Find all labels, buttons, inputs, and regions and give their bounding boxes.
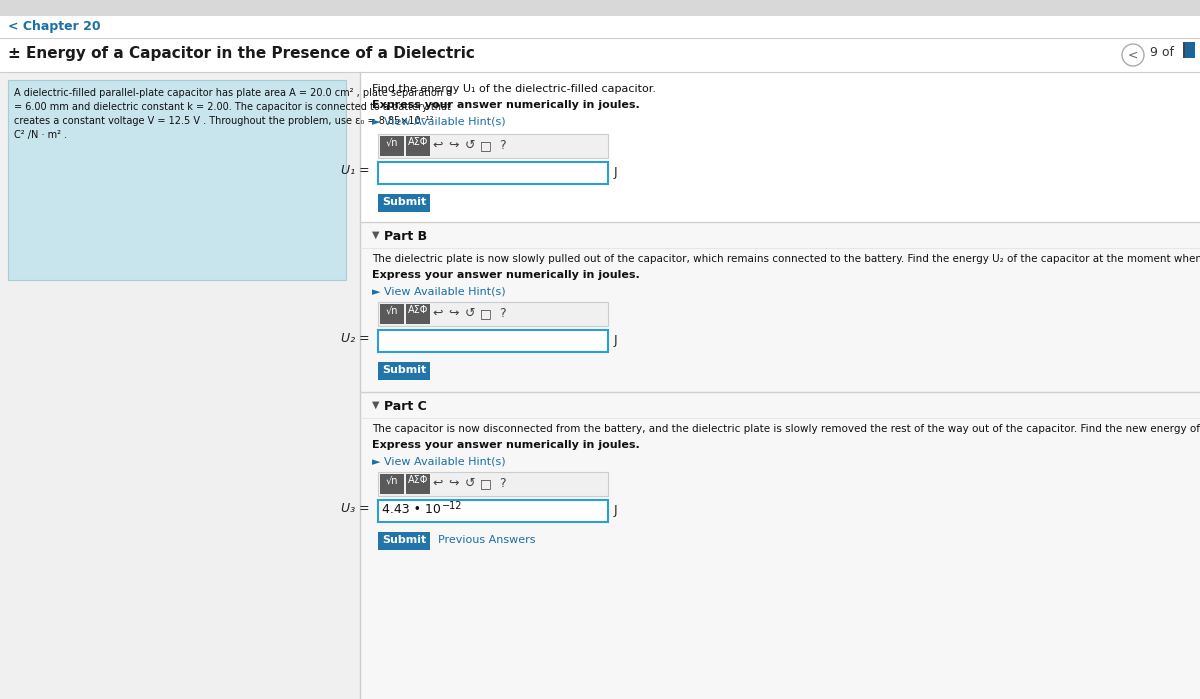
Text: <: < — [1128, 48, 1139, 62]
Text: Part B: Part B — [384, 230, 427, 243]
Text: A dielectric-filled parallel-plate capacitor has plate area A = 20.0 cm² , plate: A dielectric-filled parallel-plate capac… — [14, 88, 452, 98]
Text: ↩: ↩ — [433, 477, 443, 490]
Bar — [1186, 42, 1195, 58]
Bar — [378, 162, 608, 184]
Text: ?: ? — [499, 477, 505, 490]
Text: □: □ — [480, 307, 492, 320]
Text: Part C: Part C — [384, 400, 427, 413]
Bar — [380, 136, 404, 156]
Text: ► View Available Hint(s): ► View Available Hint(s) — [372, 286, 505, 296]
Text: U₁ =: U₁ = — [341, 164, 370, 177]
Text: ↩: ↩ — [433, 139, 443, 152]
Text: Previous Answers: Previous Answers — [438, 535, 535, 545]
Circle shape — [1122, 44, 1144, 66]
Text: < Chapter 20: < Chapter 20 — [8, 20, 101, 33]
Text: J: J — [614, 504, 618, 517]
Bar — [378, 330, 608, 352]
Bar — [378, 194, 430, 212]
Text: Find the energy U₁ of the dielectric-filled capacitor.: Find the energy U₁ of the dielectric-fil… — [372, 84, 656, 94]
Text: creates a constant voltage V = 12.5 V . Throughout the problem, use ε₀ = 8.85×10: creates a constant voltage V = 12.5 V . … — [14, 116, 433, 126]
Text: U₂ =: U₂ = — [341, 332, 370, 345]
Text: ↺: ↺ — [464, 477, 475, 490]
Text: ▼: ▼ — [372, 230, 379, 240]
Text: ΑΣΦ: ΑΣΦ — [408, 475, 428, 485]
Bar — [406, 474, 430, 494]
Bar — [8, 80, 346, 280]
Bar — [406, 304, 430, 324]
Text: √n: √n — [385, 137, 398, 147]
Text: ↪: ↪ — [449, 139, 460, 152]
Text: ?: ? — [499, 139, 505, 152]
Bar — [0, 0, 1200, 16]
Text: −12: −12 — [442, 501, 462, 511]
Bar — [0, 38, 1200, 72]
Bar — [1183, 42, 1186, 58]
Text: □: □ — [480, 477, 492, 490]
Text: √n: √n — [385, 305, 398, 315]
Bar — [380, 474, 404, 494]
Text: U₃ =: U₃ = — [341, 502, 370, 515]
Bar — [378, 362, 430, 380]
Bar — [360, 72, 1200, 699]
Text: = 6.00 mm and dielectric constant k = 2.00. The capacitor is connected to a batt: = 6.00 mm and dielectric constant k = 2.… — [14, 102, 451, 112]
Text: ?: ? — [499, 307, 505, 320]
Text: ΑΣΦ: ΑΣΦ — [408, 305, 428, 315]
Text: ± Energy of a Capacitor in the Presence of a Dielectric: ± Energy of a Capacitor in the Presence … — [8, 46, 475, 61]
Text: ▼: ▼ — [372, 400, 379, 410]
Bar — [378, 472, 608, 496]
Bar — [378, 134, 608, 158]
Text: ► View Available Hint(s): ► View Available Hint(s) — [372, 456, 505, 466]
Text: ↪: ↪ — [449, 307, 460, 320]
Text: Express your answer numerically in joules.: Express your answer numerically in joule… — [372, 270, 640, 280]
Text: ↪: ↪ — [449, 477, 460, 490]
Text: Submit: Submit — [382, 197, 426, 207]
Bar — [406, 136, 430, 156]
Text: √n: √n — [385, 475, 398, 485]
Text: J: J — [614, 166, 618, 179]
Text: ΑΣΦ: ΑΣΦ — [408, 137, 428, 147]
Text: ↺: ↺ — [464, 139, 475, 152]
Text: 9 of: 9 of — [1150, 46, 1174, 59]
Text: J: J — [614, 334, 618, 347]
Text: The dielectric plate is now slowly pulled out of the capacitor, which remains co: The dielectric plate is now slowly pulle… — [372, 254, 1200, 264]
Text: Express your answer numerically in joules.: Express your answer numerically in joule… — [372, 100, 640, 110]
Bar — [378, 532, 430, 550]
Text: ↩: ↩ — [433, 307, 443, 320]
Bar — [378, 500, 608, 522]
Bar — [378, 302, 608, 326]
Text: Submit: Submit — [382, 365, 426, 375]
Text: ► View Available Hint(s): ► View Available Hint(s) — [372, 117, 505, 127]
Text: The capacitor is now disconnected from the battery, and the dielectric plate is : The capacitor is now disconnected from t… — [372, 424, 1200, 434]
Bar — [360, 392, 1200, 699]
Bar — [0, 16, 1200, 38]
Bar — [360, 222, 1200, 422]
Text: C² /N · m² .: C² /N · m² . — [14, 130, 67, 140]
Text: Submit: Submit — [382, 535, 426, 545]
Text: 4.43 • 10: 4.43 • 10 — [382, 503, 440, 516]
Bar — [380, 304, 404, 324]
Text: □: □ — [480, 139, 492, 152]
Text: ↺: ↺ — [464, 307, 475, 320]
Text: Express your answer numerically in joules.: Express your answer numerically in joule… — [372, 440, 640, 450]
